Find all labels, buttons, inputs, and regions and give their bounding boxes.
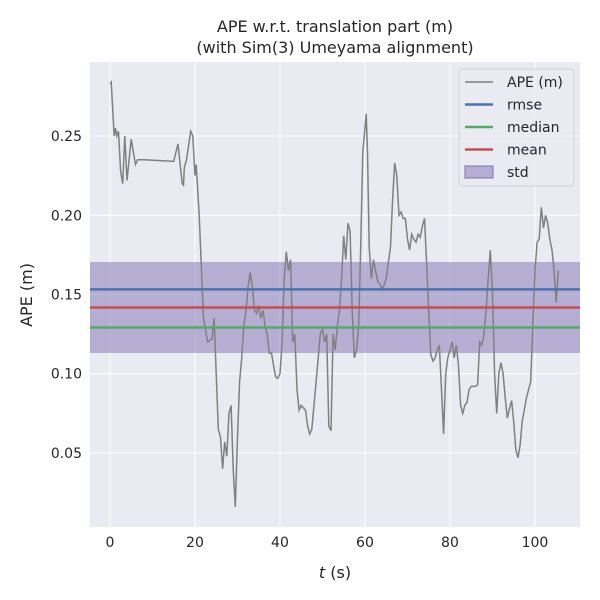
x-axis-label-unit: (s) [325, 563, 351, 582]
legend-label-std: std [507, 165, 529, 181]
legend-label-median: median [507, 120, 559, 136]
x-tick-label: 20 [186, 535, 204, 551]
x-tick-label: 100 [522, 535, 549, 551]
x-tick-label: 0 [106, 535, 115, 551]
x-tick-label: 80 [441, 535, 459, 551]
y-tick-label: 0.15 [51, 288, 82, 304]
legend-box [458, 68, 575, 187]
x-tick-label: 60 [356, 535, 374, 551]
chart-subtitle: (with Sim(3) Umeyama alignment) [196, 38, 473, 57]
legend-label-ape: APE (m) [507, 75, 563, 91]
y-tick-label: 0.05 [51, 446, 82, 462]
legend: APE (m) rmse median mean std [458, 68, 575, 187]
y-axis-label: APE (m) [17, 263, 36, 327]
y-tick-label: 0.25 [51, 129, 82, 145]
y-tick-label: 0.20 [51, 208, 82, 224]
x-tick-label: 40 [271, 535, 289, 551]
x-axis-label-variable: t [319, 563, 326, 582]
y-tick-label: 0.10 [51, 367, 82, 383]
x-axis-label: t (s) [319, 563, 351, 582]
legend-label-rmse: rmse [507, 98, 542, 114]
chart-title: APE w.r.t. translation part (m) [217, 17, 453, 36]
legend-label-mean: mean [507, 143, 547, 159]
legend-swatch-std [464, 165, 494, 179]
